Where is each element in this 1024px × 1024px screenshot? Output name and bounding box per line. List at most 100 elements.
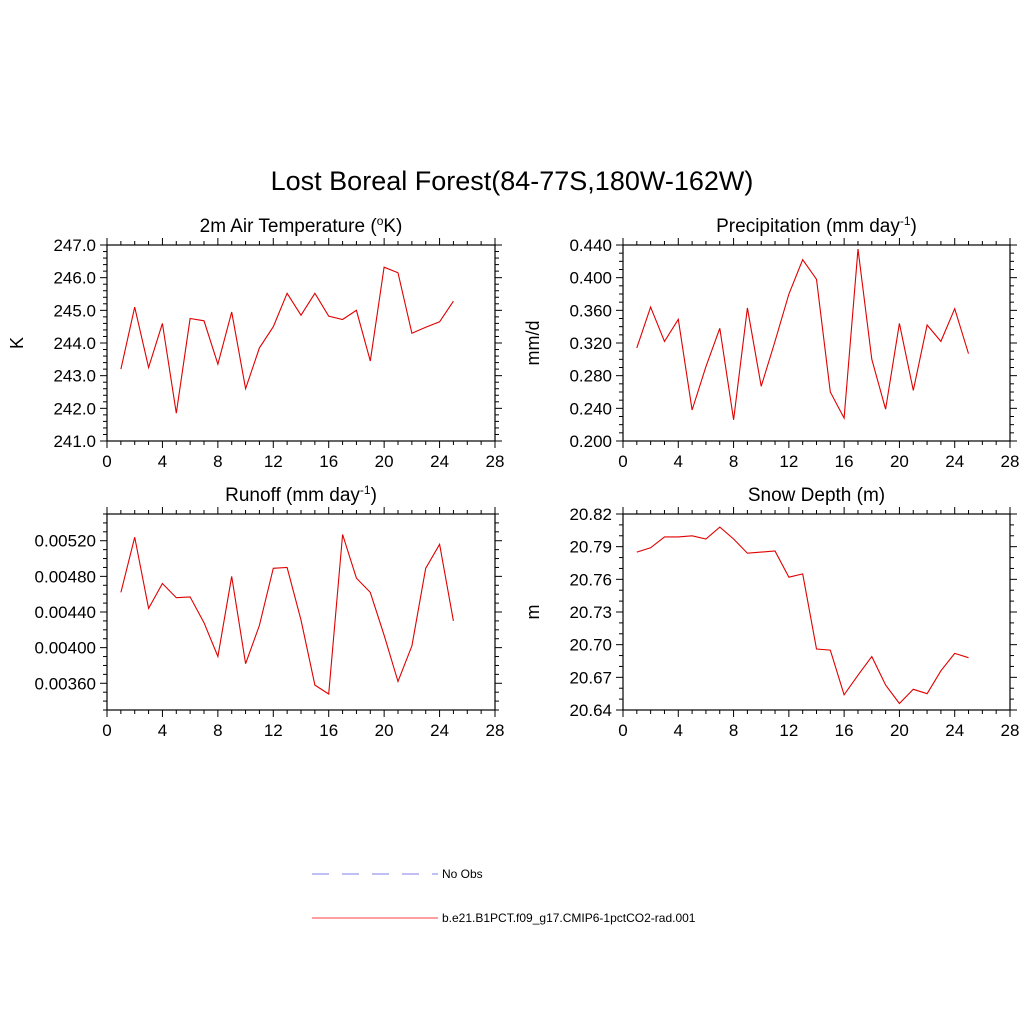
y-tick-label: 0.00440 [35,603,96,622]
chart-panels: 0 4 8 12 16 20 24 28 241.0 242.0 243.0 244.0 245.0 24… [7,214,1019,740]
panel-title-end: K) [383,216,402,237]
data-point [705,538,707,540]
data-point [967,657,969,659]
data-point [898,322,900,324]
data-point [719,526,721,528]
y-tick-label: 243.0 [53,367,96,386]
y-tick-label: 0.00480 [35,567,96,586]
data-point [788,293,790,295]
x-tick-label: 28 [1001,721,1020,740]
data-point [383,634,385,636]
series-line [636,249,970,421]
data-point [314,292,316,294]
panel-title-superscript: -1 [900,214,911,228]
x-tick-label: 28 [486,452,505,471]
x-tick-label: 24 [945,452,964,471]
data-point [912,688,914,690]
data-point [341,318,343,320]
y-tick-label: 0.280 [569,367,612,386]
data-point [134,536,136,538]
panel-title-end: ) [911,216,917,237]
chart-panel-2: 0 4 8 12 16 20 24 28 0.200 0.240 0.280 0.320 0.360 0.… [523,214,1019,471]
x-tick-label: 20 [890,721,909,740]
legend-label-1: No Obs [442,867,483,881]
data-point [857,248,859,250]
y-tick-label: 244.0 [53,334,96,353]
x-tick-label: 4 [674,452,683,471]
data-point [203,320,205,322]
y-tick-label: 0.440 [569,236,612,255]
panel-title: Snow Depth (m) [748,485,885,506]
data-point [843,417,845,419]
y-tick-label: 0.320 [569,334,612,353]
data-point [954,652,956,654]
data-point [677,318,679,320]
y-tick-label: 20.67 [569,668,612,687]
data-point [341,533,343,535]
x-tick-label: 16 [319,721,338,740]
data-point [355,309,357,311]
chart-panel-4: 0 4 8 12 16 20 24 28 20.64 20.67 20.70 20.73 20.76 20… [523,485,1019,740]
data-point [691,409,693,411]
x-tick-label: 16 [835,452,854,471]
x-tick-label: 20 [375,452,394,471]
data-point [300,314,302,316]
data-point [300,619,302,621]
data-point [161,322,163,324]
data-point [328,693,330,695]
data-point [691,535,693,537]
series-line [636,526,969,705]
data-point [926,324,928,326]
y-tick-label: 20.76 [569,570,612,589]
x-tick-label: 4 [158,452,167,471]
y-axis-label: m [523,605,543,620]
panel-title-main: Runoff (mm day [225,485,360,506]
data-point [926,692,928,694]
x-tick-label: 8 [729,452,738,471]
data-point [328,315,330,317]
data-point [732,538,734,540]
data-point [147,366,149,368]
data-point [244,662,246,664]
data-point [355,577,357,579]
y-tick-label: 242.0 [53,399,96,418]
x-tick-label: 8 [213,452,222,471]
series-line [120,266,454,414]
y-tick-label: 241.0 [53,432,96,451]
x-tick-label: 12 [779,452,798,471]
data-point [649,547,651,549]
x-tick-label: 4 [674,721,683,740]
data-point [940,670,942,672]
data-point [871,655,873,657]
data-point [774,550,776,552]
data-point [134,306,136,308]
data-point [746,307,748,309]
data-point [272,567,274,569]
data-point [425,567,427,569]
data-point [452,300,454,302]
data-point [829,649,831,651]
data-point [774,340,776,342]
panel-title-main: Snow Depth (m) [748,485,885,506]
data-point [286,292,288,294]
x-tick-label: 24 [430,452,449,471]
y-tick-label: 20.79 [569,538,612,557]
data-point [231,311,233,313]
y-tick-label: 246.0 [53,269,96,288]
data-point [788,576,790,578]
data-point [147,607,149,609]
data-point [369,591,371,593]
x-tick-label: 0 [102,452,111,471]
data-point [663,340,665,342]
y-tick-label: 20.64 [569,701,612,720]
x-tick-label: 16 [319,452,338,471]
y-tick-label: 20.73 [569,603,612,622]
x-tick-label: 24 [430,721,449,740]
x-tick-label: 28 [1001,452,1020,471]
data-point [954,308,956,310]
chart-panel-1: 0 4 8 12 16 20 24 28 241.0 242.0 243.0 244.0 245.0 24… [7,214,504,471]
data-point [175,597,177,599]
data-point [438,321,440,323]
x-tick-label: 28 [486,721,505,740]
